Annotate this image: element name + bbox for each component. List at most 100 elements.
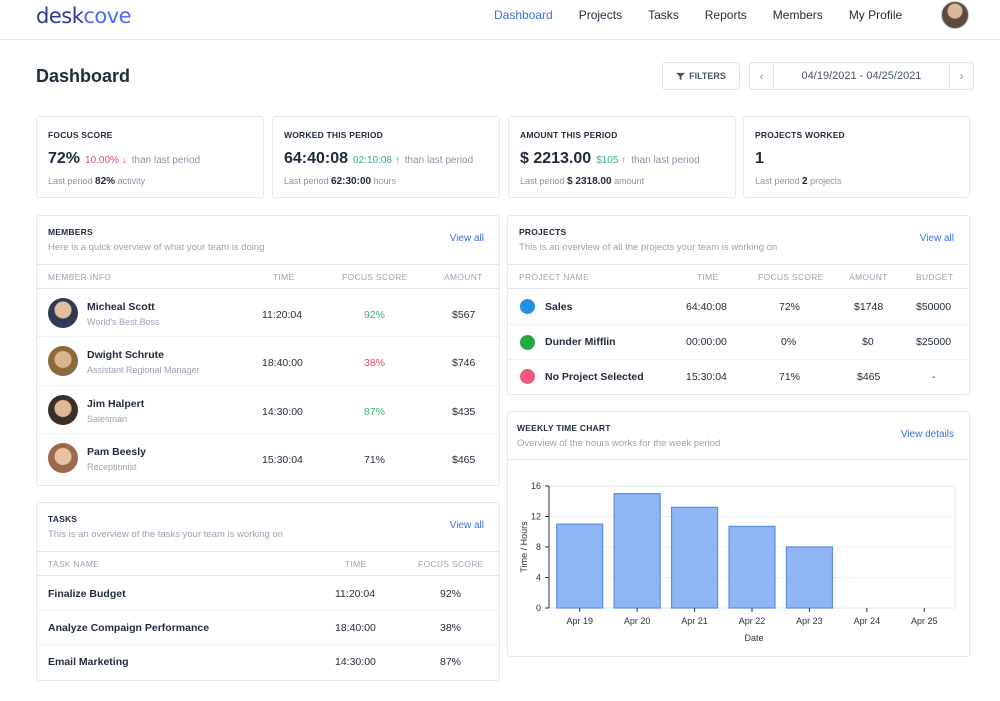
logo-desk: desk [36, 4, 84, 28]
stat-value: 1 [755, 150, 764, 167]
table-row[interactable]: Email Marketing 14:30:00 87% [37, 645, 499, 679]
tasks-view-all-link[interactable]: View all [449, 520, 484, 531]
task-focus-score: 87% [440, 656, 462, 668]
avatar [48, 443, 78, 473]
member-time: 15:30:04 [262, 454, 303, 466]
date-range-picker[interactable]: ‹ 04/19/2021 - 04/25/2021 › [749, 62, 974, 90]
member-focus-score: 71% [364, 454, 386, 466]
stat-sub-prefix: Last period [284, 176, 329, 186]
column-header: MEMBER INFO [48, 272, 112, 282]
weekly-title: WEEKLY TIME CHART [517, 423, 611, 433]
projects-title: PROJECTS [519, 227, 567, 237]
project-time: 15:30:04 [686, 371, 727, 383]
nav-projects[interactable]: Projects [578, 8, 623, 22]
page-title: Dashboard [36, 66, 131, 86]
stat-sub-prefix: Last period [48, 176, 93, 186]
project-focus-score: 72% [779, 301, 801, 313]
stat-compare: than last period [631, 155, 700, 166]
weekly-bar-chart: 0 4 8 12 16 Apr 19 Apr 20 Apr 21 Apr 22 Apr 23 Apr… [519, 481, 956, 643]
stat-value: 64:40:08 [284, 150, 349, 167]
y-tick-label: 8 [536, 542, 541, 552]
member-amount: $567 [452, 309, 476, 321]
stat-value: $ 2213.00 [520, 150, 592, 167]
column-header: PROJECT NAME [519, 272, 590, 282]
project-amount: $1748 [854, 301, 884, 313]
members-subtitle: Here is a quick overview of what your te… [48, 242, 265, 253]
stat-sub-value: 82% [95, 176, 116, 187]
projects-panel: PROJECTS This is an overview of all the … [507, 215, 970, 395]
table-row[interactable]: Micheal Scott World's Best Boss 11:20:04… [37, 289, 499, 337]
stat-sub-prefix: Last period [755, 176, 800, 186]
nav-links: Dashboard Projects Tasks Reports Members… [494, 8, 928, 22]
column-header: TASK NAME [48, 559, 100, 569]
logo[interactable]: deskcove [36, 4, 132, 28]
stat-change: 10.00% ↓ [85, 155, 127, 166]
nav-members[interactable]: Members [772, 8, 823, 22]
task-name: Finalize Budget [48, 588, 126, 600]
weekly-subtitle: Overview of the hours works for the week… [517, 438, 721, 449]
members-panel: MEMBERS Here is a quick overview of what… [36, 215, 500, 486]
stat-change-value: $105 [596, 155, 619, 166]
bar [728, 525, 776, 609]
filter-icon [676, 72, 686, 80]
table-row[interactable]: Finalize Budget 11:20:04 92% [37, 576, 499, 611]
chevron-right-icon[interactable]: › [949, 63, 973, 89]
y-tick-label: 4 [536, 573, 541, 583]
x-axis-label: Date [744, 633, 763, 643]
weekly-view-details-link[interactable]: View details [900, 429, 954, 440]
x-tick-label: Apr 22 [739, 616, 766, 626]
table-row[interactable]: Sales 64:40:08 72% $1748 $50000 [508, 289, 969, 325]
member-amount: $746 [452, 357, 476, 369]
task-time: 18:40:00 [335, 622, 376, 634]
chart-divider [508, 459, 969, 460]
stat-change: $105 ↑ [596, 155, 626, 166]
table-row[interactable]: Jim Halpert Salesman 14:30:00 87% $435 [37, 386, 499, 434]
member-time: 18:40:00 [262, 357, 303, 369]
project-name: Sales [545, 301, 573, 313]
nav-tasks[interactable]: Tasks [648, 8, 679, 22]
stat-value: 72% [48, 150, 81, 167]
project-budget: $25000 [916, 336, 952, 348]
task-name: Email Marketing [48, 656, 129, 668]
projects-subtitle: This is an overview of all the projects … [519, 242, 778, 253]
filters-button[interactable]: FILTERS [662, 62, 740, 90]
project-color-dot [520, 369, 535, 384]
table-row[interactable]: Analyze Compaign Performance 18:40:00 38… [37, 611, 499, 645]
date-range-text: 04/19/2021 - 04/25/2021 [801, 70, 922, 82]
task-time: 11:20:04 [335, 588, 376, 600]
bar [613, 493, 661, 609]
members-view-all-link[interactable]: View all [449, 233, 484, 244]
stat-sub: Last period 62:30:00 hours [284, 176, 396, 187]
project-time: 00:00:00 [686, 336, 727, 348]
member-role: Receptionist [87, 462, 137, 472]
member-amount: $435 [452, 406, 476, 418]
member-role: World's Best Boss [87, 317, 160, 327]
chevron-left-icon[interactable]: ‹ [750, 63, 774, 89]
avatar [48, 298, 78, 328]
table-row[interactable]: No Project Selected 15:30:04 71% $465 - [508, 360, 969, 394]
projects-view-all-link[interactable]: View all [919, 233, 954, 244]
stat-sub-value: 62:30:00 [331, 176, 372, 187]
nav-my-profile[interactable]: My Profile [848, 8, 903, 22]
stat-card-amount: AMOUNT THIS PERIOD $ 2213.00 $105 ↑ than… [508, 116, 736, 198]
y-tick-label: 0 [536, 603, 541, 613]
table-row[interactable]: Pam Beesly Receptionist 15:30:04 71% $46… [37, 434, 499, 484]
stat-sub-suffix: amount [614, 176, 645, 186]
stat-sub-suffix: projects [810, 176, 842, 186]
column-header: AMOUNT [849, 272, 888, 282]
user-avatar[interactable] [941, 1, 969, 29]
column-header: TIME [273, 272, 295, 282]
members-title: MEMBERS [48, 227, 93, 237]
task-focus-score: 92% [440, 588, 462, 600]
column-header: FOCUS SCORE [342, 272, 408, 282]
table-row[interactable]: Dwight Schrute Assistant Regional Manage… [37, 337, 499, 386]
tasks-title: TASKS [48, 514, 78, 524]
weekly-chart-panel: WEEKLY TIME CHART Overview of the hours … [507, 411, 970, 657]
stat-sub-prefix: Last period [520, 176, 565, 186]
table-row[interactable]: Dunder Mifflin 00:00:00 0% $0 $25000 [508, 325, 969, 360]
column-header: FOCUS SCORE [418, 559, 484, 569]
nav-dashboard[interactable]: Dashboard [494, 8, 553, 22]
stat-label: AMOUNT THIS PERIOD [520, 130, 618, 140]
projects-table-header: PROJECT NAME TIME FOCUS SCORE AMOUNT BUD… [508, 264, 969, 289]
nav-reports[interactable]: Reports [704, 8, 747, 22]
